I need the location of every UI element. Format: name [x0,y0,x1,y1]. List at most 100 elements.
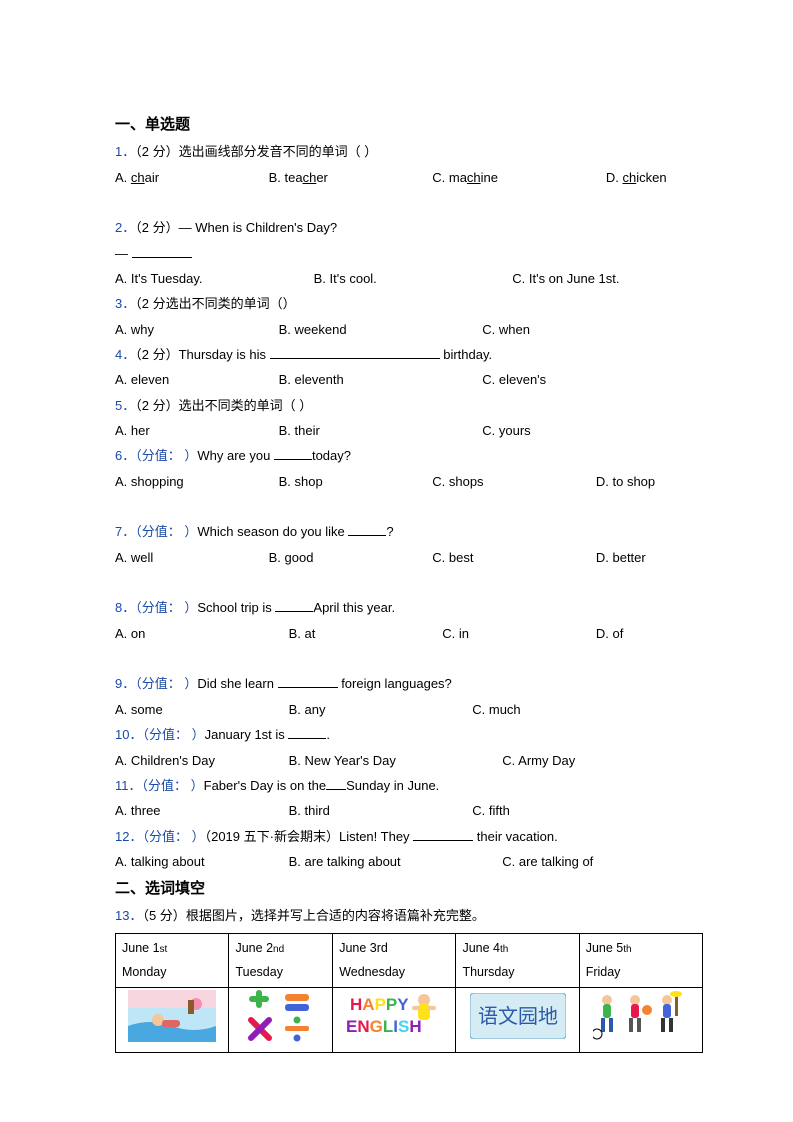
english-icon: HAPPY ENGLISH [346,990,442,1042]
q10-num: 10． [115,727,142,742]
q3-opt-c[interactable]: C. when [482,317,530,342]
q2-blank[interactable] [132,245,192,258]
q7-opt-b[interactable]: B. good [269,545,429,570]
c0-day: Monday [122,965,166,979]
q12-blank[interactable] [413,828,473,841]
c4-day: Friday [586,965,621,979]
q8-opt-c[interactable]: C. in [442,621,592,646]
q4-pre: Thursday is his [179,347,270,362]
q12-opt-a[interactable]: A. talking about [115,849,285,874]
q7-opt-a[interactable]: A. well [115,545,265,570]
q10-options: A. Children's Day B. New Year's Day C. A… [115,748,703,773]
q7-blank[interactable] [348,523,386,536]
q12-opt-c[interactable]: C. are talking of [502,849,593,874]
q10-stem: 10．（分值： ）January 1st is . [115,722,703,747]
q2-opt-c[interactable]: C. It's on June 1st. [512,266,619,291]
q3-opt-b[interactable]: B. weekend [279,317,479,342]
q1-options: A. chair B. teacher C. machine D. chicke… [115,165,703,190]
q9-opt-b[interactable]: B. any [289,697,469,722]
q9-pts: （分值： ） [135,676,197,691]
q12-pts: （分值： ） [142,829,204,844]
section-2-title: 二、选词填空 [115,874,703,903]
q10-opt-a[interactable]: A. Children's Day [115,748,285,773]
q8-opt-b[interactable]: B. at [289,621,439,646]
q12-opt-b[interactable]: B. are talking about [289,849,499,874]
q5-opt-a[interactable]: A. her [115,418,275,443]
q9-num: 9． [115,676,135,691]
q6-opt-a[interactable]: A. shopping [115,469,275,494]
c0-suf: st [160,944,168,955]
table-cell-2: June 3rd Wednesday [333,933,456,987]
q10-opt-b[interactable]: B. New Year's Day [289,748,499,773]
swimming-icon [128,990,216,1042]
q7-pts: （分值： ） [135,524,197,539]
q1-opt-b[interactable]: B. teacher [269,165,429,190]
q5-opt-b[interactable]: B. their [279,418,479,443]
q6-opt-c[interactable]: C. shops [432,469,592,494]
q4-stem: 4．（2 分）Thursday is his birthday. [115,342,703,367]
q12-options: A. talking about B. are talking about C.… [115,849,703,874]
q9-opt-a[interactable]: A. some [115,697,285,722]
q5-options: A. her B. their C. yours [115,418,703,443]
q13-text: 根据图片，选择并写上合适的内容将语篇补充完整。 [186,908,485,923]
img-maths [229,987,333,1052]
q11-opt-b[interactable]: B. third [289,798,469,823]
q7-stem: 7．（分值： ）Which season do you like ? [115,519,703,544]
q1-c-u: ch [467,170,481,185]
svg-text:ENGLISH: ENGLISH [346,1017,422,1036]
q12-num: 12． [115,829,142,844]
q7-opt-c[interactable]: C. best [432,545,592,570]
q9-blank[interactable] [278,675,338,688]
q4-opt-c[interactable]: C. eleven's [482,367,546,392]
q11-blank[interactable] [326,777,346,790]
q9-opt-c[interactable]: C. much [472,697,520,722]
q3-num: 3． [115,296,135,311]
table-cell-3: June 4thThursday [456,933,579,987]
sports-icon [593,990,689,1042]
c3-day: Thursday [462,965,514,979]
q13-num: 13． [115,908,142,923]
q2-opt-a[interactable]: A. It's Tuesday. [115,266,310,291]
q8-blank[interactable] [275,599,313,612]
q11-stem: 11．（分值： ）Faber's Day is on theSunday in … [115,773,703,798]
q6-opt-d[interactable]: D. to shop [596,469,655,494]
q8-opt-d[interactable]: D. of [596,621,623,646]
q1-opt-d[interactable]: D. chicken [606,165,667,190]
q3-stem: 3．（2 分选出不同类的单词（） [115,291,703,316]
q11-opt-a[interactable]: A. three [115,798,285,823]
q1-b-post: er [316,170,328,185]
q1-a-pre: A. [115,170,131,185]
q5-num: 5． [115,398,135,413]
q5-opt-c[interactable]: C. yours [482,418,530,443]
q6-pre: Why are you [197,448,274,463]
q5-text: 选出不同类的单词（ ） [179,398,313,413]
q7-opt-d[interactable]: D. better [596,545,646,570]
q10-opt-c[interactable]: C. Army Day [502,748,575,773]
q4-blank[interactable] [270,346,440,359]
q11-opt-c[interactable]: C. fifth [472,798,510,823]
q7-pre: Which season do you like [197,524,348,539]
q6-blank[interactable] [274,447,312,460]
q11-pre: Faber's Day is on the [204,778,326,793]
q1-opt-a[interactable]: A. chair [115,165,265,190]
q3-pts: （2 分 [135,296,165,311]
table-cell-1: June 2ndTuesday [229,933,333,987]
q10-blank[interactable] [288,726,326,739]
q1-num: 1． [115,144,135,159]
q13-stem: 13．（5 分）根据图片，选择并写上合适的内容将语篇补充完整。 [115,903,703,928]
q2-text: — When is Children's Day? [179,220,338,235]
q1-opt-c[interactable]: C. machine [432,165,602,190]
c2-day: Wednesday [339,965,405,979]
q6-opt-b[interactable]: B. shop [279,469,429,494]
q4-opt-b[interactable]: B. eleventh [279,367,479,392]
q8-pts: （分值： ） [135,600,197,615]
c2-date: June 3rd [339,941,388,955]
table-cell-0: June 1stMonday [116,933,229,987]
c3-suf: th [500,944,508,955]
q2-blank-line: — [115,241,703,266]
q6-num: 6． [115,448,135,463]
q3-opt-a[interactable]: A. why [115,317,275,342]
q8-opt-a[interactable]: A. on [115,621,285,646]
q4-opt-a[interactable]: A. eleven [115,367,275,392]
q2-opt-b[interactable]: B. It's cool. [314,266,509,291]
